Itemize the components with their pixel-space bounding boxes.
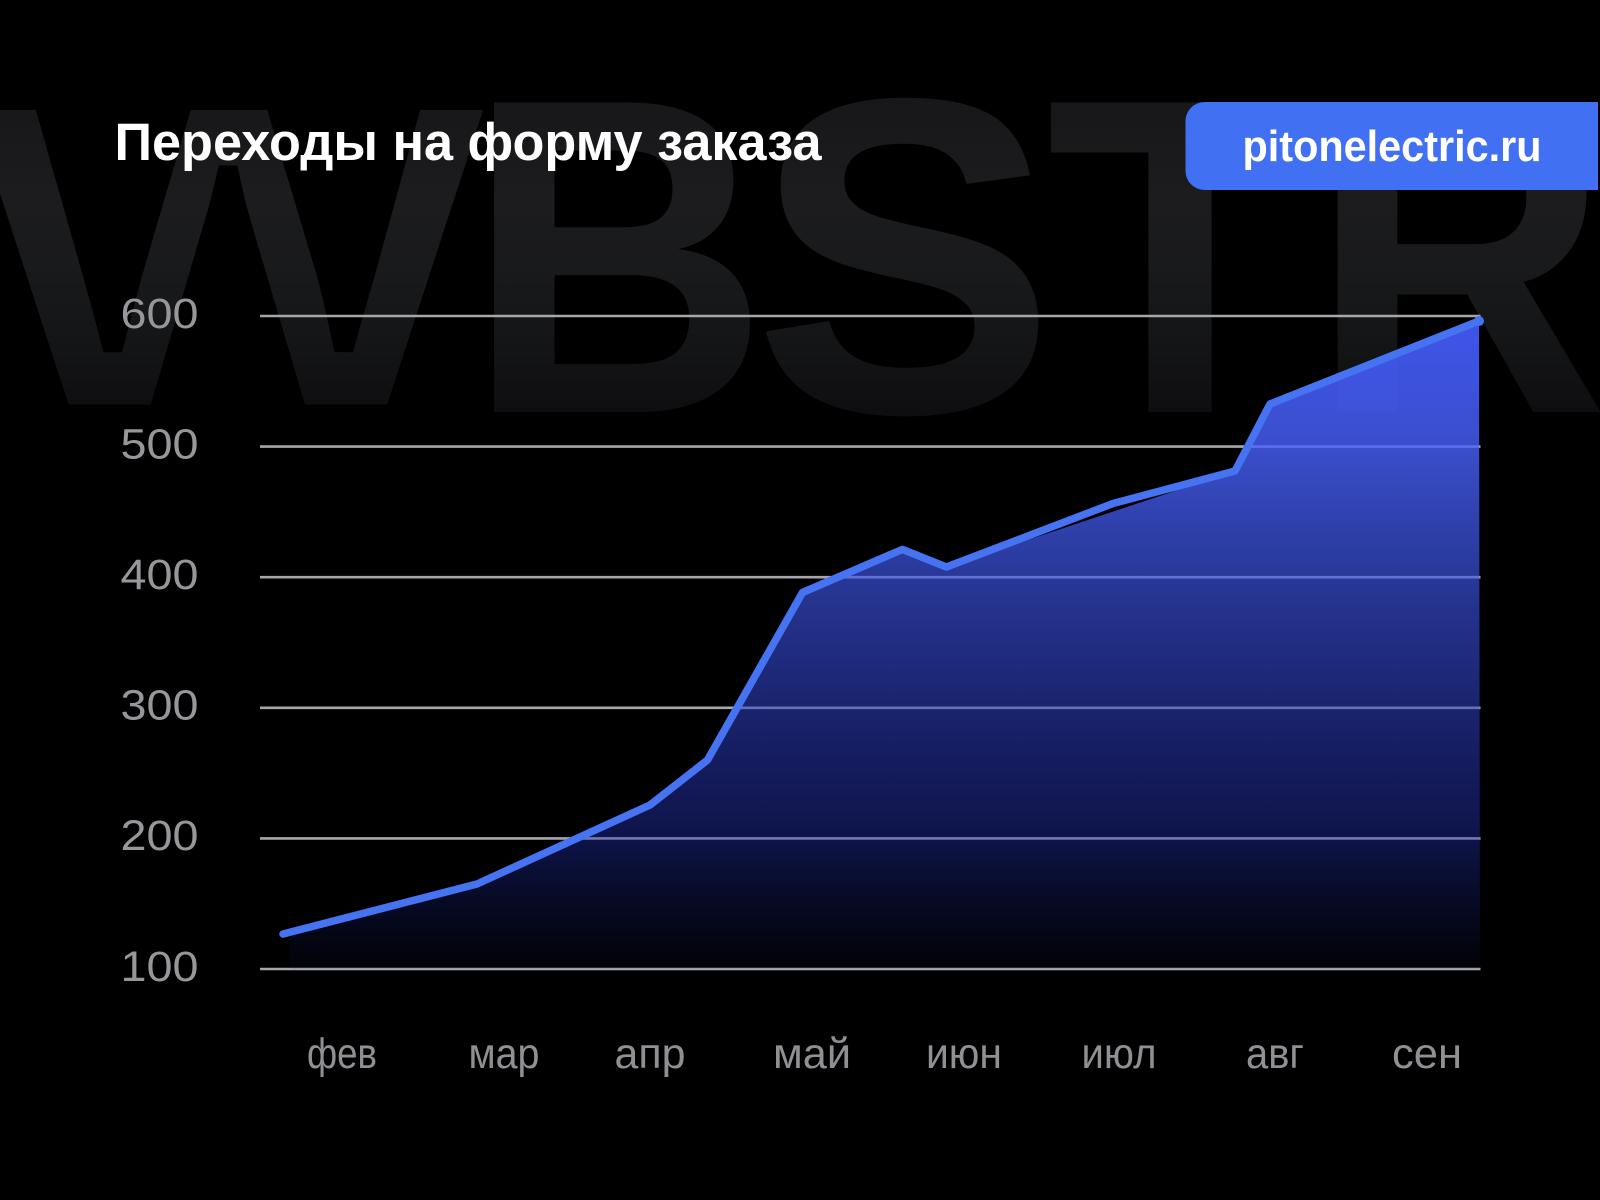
- svg-text:мар: мар: [469, 1030, 540, 1078]
- svg-text:сен: сен: [1392, 1030, 1462, 1078]
- svg-text:100: 100: [121, 943, 199, 991]
- svg-text:500: 500: [121, 420, 199, 468]
- svg-text:апр: апр: [615, 1030, 686, 1078]
- svg-text:S: S: [753, 6, 1056, 508]
- svg-text:авг: авг: [1246, 1030, 1304, 1078]
- svg-text:май: май: [773, 1030, 851, 1078]
- svg-text:B: B: [466, 6, 769, 508]
- svg-text:июн: июн: [926, 1030, 1002, 1078]
- svg-text:Переходы на форму заказа: Переходы на форму заказа: [115, 113, 823, 172]
- svg-text:июл: июл: [1082, 1030, 1157, 1078]
- svg-text:300: 300: [121, 682, 199, 730]
- svg-text:W: W: [0, 6, 501, 508]
- svg-text:400: 400: [121, 551, 199, 599]
- svg-text:фев: фев: [307, 1030, 377, 1078]
- svg-text:600: 600: [121, 290, 199, 338]
- svg-text:200: 200: [121, 812, 199, 860]
- svg-text:pitonelectric.ru: pitonelectric.ru: [1243, 122, 1542, 171]
